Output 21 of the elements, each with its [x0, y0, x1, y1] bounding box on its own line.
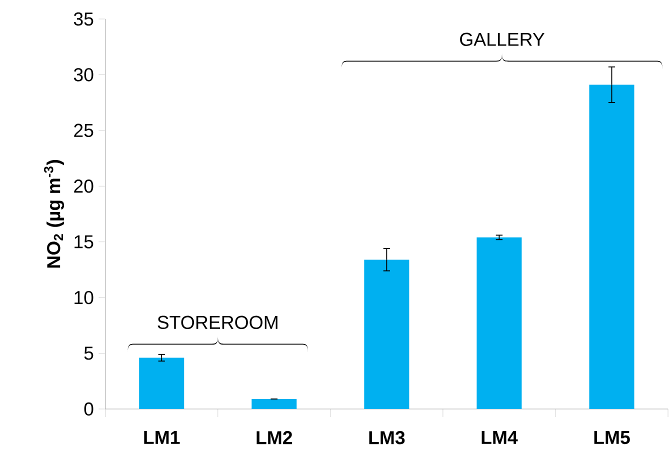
x-tick-label: LM4 — [482, 431, 518, 444]
x-tick-label: LM1 — [144, 431, 180, 444]
bar — [589, 84, 634, 409]
y-tick-label: 30 — [74, 68, 94, 82]
y-tick-label: 35 — [74, 12, 94, 26]
y-tick-label: 5 — [84, 346, 94, 360]
y-tick-label: 10 — [74, 290, 94, 304]
y-axis-title: NO$_{2}$ (µg m$^{-3}$) — [44, 160, 64, 268]
bar — [364, 260, 410, 409]
y-tick-label: 20 — [74, 180, 94, 193]
bar — [476, 237, 522, 409]
x-tick-label: LM5 — [594, 431, 630, 444]
y-tick-label: 15 — [74, 235, 94, 248]
bar — [252, 398, 297, 409]
y-tick-label: 25 — [74, 124, 94, 138]
y-tick-label: 0 — [84, 402, 94, 416]
annotation: STOREROOM — [158, 316, 278, 330]
x-tick-label: LM3 — [369, 431, 405, 444]
annotation: GALLERY — [460, 32, 544, 46]
x-tick-label: LM2 — [256, 431, 292, 444]
bar — [139, 358, 184, 409]
